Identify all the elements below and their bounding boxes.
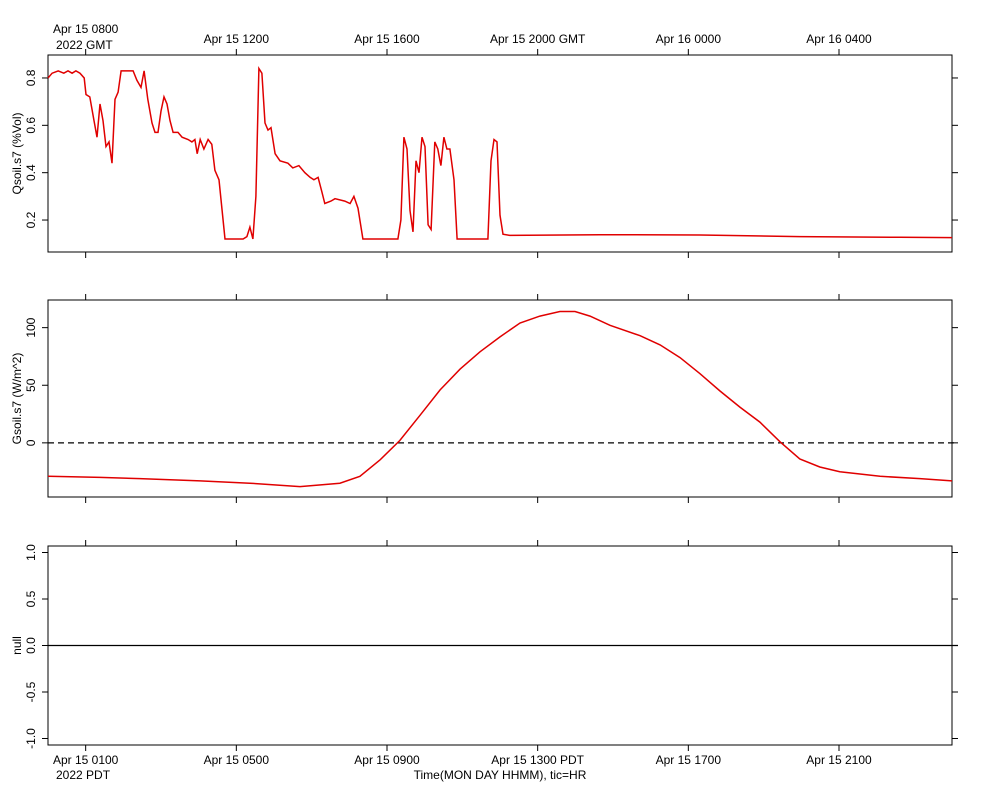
x-tick-label: Apr 15 0500 [204, 753, 270, 767]
x-tick-label: Apr 15 1600 [354, 32, 420, 46]
y-tick-label: 50 [24, 378, 38, 392]
y-tick-label: 100 [24, 317, 38, 337]
x-tick-label: Apr 15 1200 [204, 32, 270, 46]
x-year-label: 2022 GMT [56, 38, 113, 52]
plot-frame [47, 299, 953, 498]
x-tick-label: Apr 15 1700 [656, 753, 722, 767]
data-line [47, 66, 953, 240]
x-year-label: 2022 PDT [56, 768, 111, 782]
x-tick-label: Apr 15 2000 GMT [490, 32, 586, 46]
x-tick-label: Apr 15 0100 [53, 753, 119, 767]
y-tick-label: 0 [24, 439, 38, 446]
y-tick-label: -0.5 [24, 681, 38, 702]
x-tick-label: Apr 15 2100 [806, 753, 872, 767]
x-axis-label: Time(MON DAY HHMM), tic=HR [414, 768, 587, 782]
plot-frame [47, 54, 953, 253]
y-tick-label: 0.4 [24, 164, 38, 181]
y-tick-label: 0.5 [24, 590, 38, 607]
y-tick-label: 0.2 [24, 211, 38, 228]
y-tick-label: 1.0 [24, 544, 38, 561]
x-tick-label: Apr 15 1300 PDT [491, 753, 584, 767]
x-tick-label: Apr 15 0800 [53, 22, 119, 36]
x-tick-label: Apr 16 0000 [656, 32, 722, 46]
x-tick-label: Apr 15 0900 [354, 753, 420, 767]
y-tick-label: -1.0 [24, 728, 38, 749]
y-tick-label: 0.0 [24, 637, 38, 654]
data-line [47, 310, 953, 488]
y-tick-label: 0.6 [24, 117, 38, 134]
x-tick-label: Apr 16 0400 [806, 32, 872, 46]
y-axis-label: null [10, 636, 24, 655]
y-tick-label: 0.8 [24, 69, 38, 86]
y-axis-label: Gsoil.s7 (W/m^2) [10, 353, 24, 445]
y-axis-label: Qsoil.s7 (%Vol) [10, 112, 24, 194]
